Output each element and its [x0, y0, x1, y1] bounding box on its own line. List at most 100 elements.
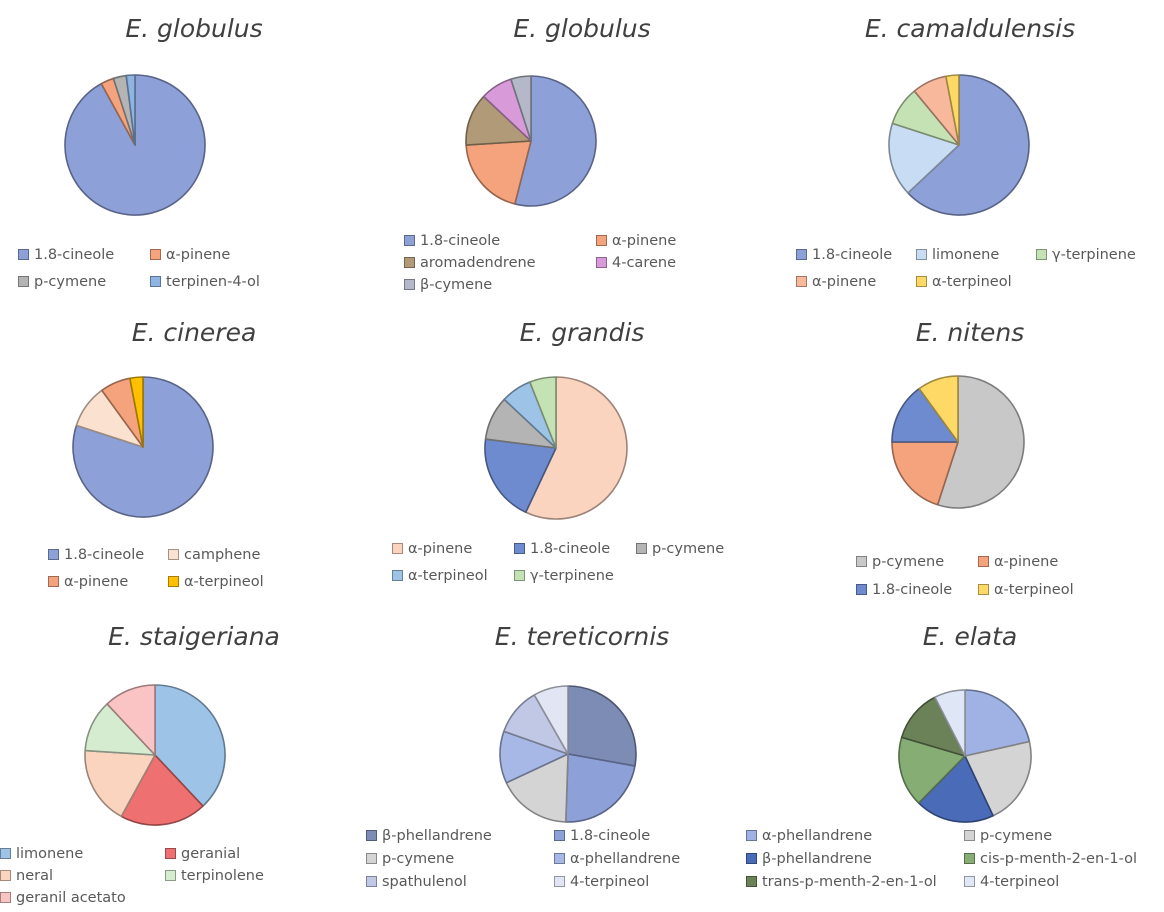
legend-swatch — [554, 876, 565, 887]
pie-chart — [465, 75, 597, 207]
legend-label: p-cymene — [34, 274, 107, 290]
legend-label: geranil acetato — [16, 890, 126, 906]
pie-panel-e-tereticornis: E. tereticornis β-phellandrene 1.8-cineol… — [366, 608, 776, 912]
legend-label: p-cymene — [980, 828, 1053, 844]
legend-label: 1.8-cineole — [570, 828, 651, 844]
legend-label: α-phellandrene — [762, 828, 873, 844]
pie-slice-geranial — [120, 754, 204, 826]
legend-swatch — [366, 853, 377, 864]
pie-panel-e-elata: E. elata α-phellandrene p-cymene β-phellan… — [746, 608, 1164, 912]
legend-item-terpineol: α-terpineol — [916, 274, 1012, 290]
legend-item-pinene: α-pinene — [150, 247, 230, 263]
legend-item-p-cymene: p-cymene — [366, 851, 454, 867]
pie-panel-e-globulus-1: E. globulus 1.8-cineole α-pinene p-cymene t… — [0, 0, 388, 304]
chart-title: E. camaldulensis — [864, 14, 1076, 43]
legend-swatch — [978, 556, 989, 567]
legend-label: α-terpineol — [994, 582, 1074, 598]
legend-label: limonene — [932, 247, 1000, 263]
pie-panel-e-camaldulensis: E. camaldulensis 1.8-cineole limonene γ-te… — [776, 0, 1164, 304]
legend-item-neral: neral — [0, 868, 53, 884]
legend-label: 1.8-cineole — [420, 233, 501, 249]
legend-label: α-pinene — [612, 233, 677, 249]
pie-chart — [898, 689, 1032, 823]
legend-item-4-terpineol: 4-terpineol — [964, 874, 1059, 890]
legend-swatch — [514, 543, 525, 554]
legend-swatch — [0, 870, 11, 881]
legend-label: neral — [16, 868, 53, 884]
legend-label: 1.8-cineole — [64, 547, 145, 563]
pie-chart — [888, 74, 1030, 216]
pie-slice-pinene — [465, 140, 532, 205]
legend-item-geranial: geranial — [165, 846, 240, 862]
legend-label: terpinolene — [181, 868, 264, 884]
legend-item-4-carene: 4-carene — [596, 255, 676, 271]
legend-label: terpinen-4-ol — [166, 274, 260, 290]
pie-slice-cymene — [510, 75, 532, 142]
legend-swatch — [856, 556, 867, 567]
pie-slice-neral — [84, 749, 156, 818]
legend-item-aromadendrene: aromadendrene — [404, 255, 536, 271]
chart-title: E. tereticornis — [494, 622, 670, 651]
legend-swatch — [168, 576, 179, 587]
legend-swatch — [150, 276, 161, 287]
legend-label: α-pinene — [408, 541, 473, 557]
legend-label: α-pinene — [994, 554, 1059, 570]
legend-item-terpinen-4-ol: terpinen-4-ol — [150, 274, 260, 290]
legend-label: α-terpineol — [408, 568, 488, 584]
legend-swatch — [916, 276, 927, 287]
legend-item-1-8-cineole: 1.8-cineole — [796, 247, 892, 263]
legend-item-phellandrene: α-phellandrene — [746, 828, 872, 844]
pie-slice-terpinen-4-ol — [125, 74, 136, 146]
legend-label: camphene — [184, 547, 261, 563]
legend-label: 1.8-cineole — [812, 247, 893, 263]
legend-label: β-cymene — [420, 277, 493, 293]
legend-swatch — [0, 892, 11, 903]
pie-slice-terpinene — [529, 376, 557, 449]
pie-slice-terpineol — [129, 376, 144, 448]
pie-chart — [891, 375, 1025, 509]
legend-swatch — [746, 853, 757, 864]
pie-slice-pinene — [891, 441, 959, 506]
legend-label: α-terpineol — [932, 274, 1012, 290]
legend-swatch — [964, 830, 975, 841]
legend-label: α-terpineol — [184, 574, 264, 590]
legend-item-pinene: α-pinene — [978, 554, 1058, 570]
legend-label: γ-terpinene — [530, 568, 614, 584]
legend-item-phellandrene: β-phellandrene — [366, 828, 492, 844]
legend-swatch — [0, 848, 11, 859]
legend-item-trans-p-menth-2-en-1-ol: trans-p-menth-2-en-1-ol — [746, 874, 937, 890]
legend-swatch — [392, 543, 403, 554]
pie-slice-4-terpineol — [533, 685, 569, 755]
legend-item-terpineol: α-terpineol — [392, 568, 488, 584]
chart-title: E. globulus — [125, 14, 263, 43]
chart-title: E. nitens — [915, 318, 1025, 347]
legend-item-terpineol: α-terpineol — [978, 582, 1074, 598]
legend-label: geranial — [181, 846, 241, 862]
legend-swatch — [554, 853, 565, 864]
legend-label: α-pinene — [64, 574, 129, 590]
pie-chart — [484, 376, 628, 520]
legend-label: spathulenol — [382, 874, 467, 890]
pie-slice-p-cymene — [505, 753, 569, 823]
pie-slice-4-terpineol — [934, 689, 966, 757]
legend-label: limonene — [16, 846, 84, 862]
legend-item-limonene: limonene — [916, 247, 999, 263]
legend-label: α-pinene — [166, 247, 231, 263]
pie-slice-1-8-cineole — [565, 753, 636, 823]
legend-item-limonene: limonene — [0, 846, 83, 862]
legend-swatch — [404, 279, 415, 290]
legend-swatch — [150, 249, 161, 260]
legend-item-camphene: camphene — [168, 547, 260, 563]
pie-chart — [72, 376, 214, 518]
legend-swatch — [596, 235, 607, 246]
legend-label: p-cymene — [382, 851, 455, 867]
legend-item-4-terpineol: 4-terpineol — [554, 874, 649, 890]
legend-swatch — [366, 830, 377, 841]
legend-item-p-cymene: p-cymene — [636, 541, 724, 557]
pie-chart — [84, 684, 226, 826]
legend-item-cis-p-menth-2-en-1-ol: cis-p-menth-2-en-1-ol — [964, 851, 1137, 867]
legend-item-1-8-cineole: 1.8-cineole — [554, 828, 650, 844]
pie-slice-p-cymene — [936, 375, 1025, 509]
legend-item-terpinene: γ-terpinene — [514, 568, 614, 584]
legend-swatch — [916, 249, 927, 260]
